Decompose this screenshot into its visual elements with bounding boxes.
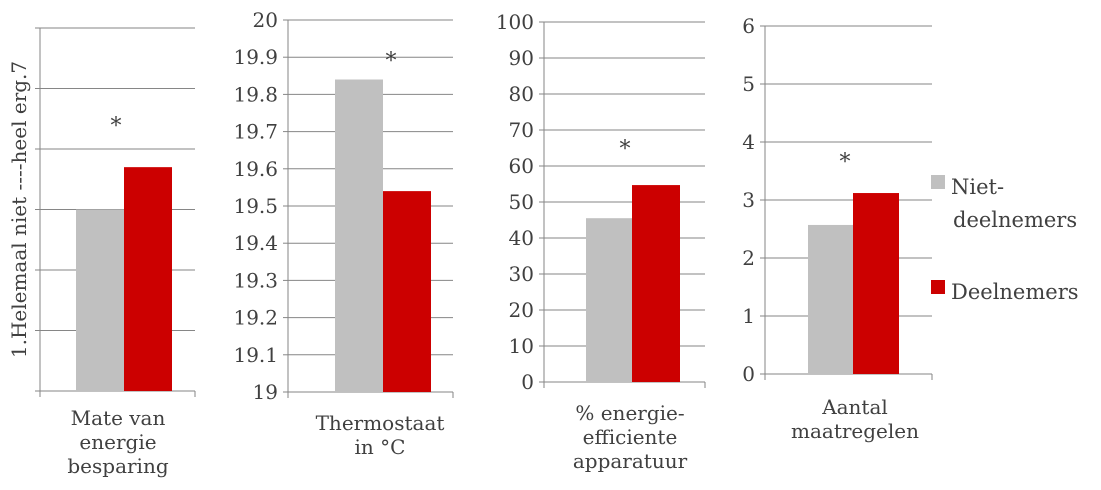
y-tick-label: 19.2 [233, 306, 278, 330]
bar-deelnemers [632, 185, 680, 382]
y-tick-label: 3 [742, 188, 755, 212]
y-tick-label: 0 [521, 370, 534, 394]
y-tick-label: 40 [509, 226, 534, 250]
legend-swatch-niet-deelnemers [931, 175, 945, 189]
category-label: apparatuur [573, 449, 688, 473]
category-label: besparing [67, 454, 168, 478]
y-tick-label: 19 [253, 380, 278, 404]
y-tick-label: 19.6 [233, 157, 278, 181]
y-tick-label: 19.4 [233, 231, 278, 255]
y-tick-label: 50 [509, 190, 534, 214]
significance-marker: * [840, 150, 851, 175]
y-tick-label: 19.1 [233, 343, 278, 367]
y-tick-label: 60 [509, 154, 534, 178]
y-tick-label: 6 [742, 14, 755, 38]
bar-deelnemers [383, 191, 431, 392]
y-tick-label: 20 [509, 298, 534, 322]
significance-marker: * [386, 49, 397, 74]
category-label: energie [79, 430, 156, 454]
category-label: maatregelen [791, 419, 919, 443]
y-tick-label: 2 [742, 246, 755, 270]
category-label: Mate van [71, 406, 166, 430]
legend-label: Deelnemers [951, 280, 1079, 304]
bar-deelnemers [853, 193, 899, 374]
category-label: in °C [355, 435, 406, 459]
bar-niet-deelnemers [76, 209, 124, 391]
legend-label: Niet- [951, 175, 1004, 199]
y-tick-label: 19.7 [233, 120, 278, 144]
y-tick-label: 1 [742, 304, 755, 328]
y-tick-label: 90 [509, 46, 534, 70]
category-label: Aantal [821, 395, 888, 419]
y-tick-label: 0 [742, 362, 755, 386]
y-tick-label: 10 [509, 334, 534, 358]
y-tick-label: 20 [253, 8, 278, 32]
category-label: % energie- [575, 401, 684, 425]
y-tick-label: 30 [509, 262, 534, 286]
legend-label: deelnemers [953, 208, 1077, 232]
y-tick-label: 100 [496, 10, 534, 34]
y-axis-title: 1.Helemaal niet ----heel erg.7 [7, 61, 31, 358]
category-label: efficiente [583, 425, 678, 449]
bar-niet-deelnemers [808, 224, 854, 374]
bar-niet-deelnemers [586, 218, 634, 382]
y-tick-label: 19.8 [233, 82, 278, 106]
bar-niet-deelnemers [335, 79, 383, 393]
y-tick-label: 70 [509, 118, 534, 142]
y-tick-label: 4 [742, 130, 755, 154]
significance-marker: * [620, 137, 631, 162]
legend-swatch-deelnemers [931, 280, 945, 294]
y-tick-label: 19.3 [233, 268, 278, 292]
y-tick-label: 19.9 [233, 45, 278, 69]
bar-deelnemers [124, 167, 172, 391]
y-tick-label: 5 [742, 72, 755, 96]
category-label: Thermostaat [316, 411, 445, 435]
significance-marker: * [111, 114, 122, 139]
y-tick-label: 80 [509, 82, 534, 106]
y-tick-label: 19.5 [233, 194, 278, 218]
